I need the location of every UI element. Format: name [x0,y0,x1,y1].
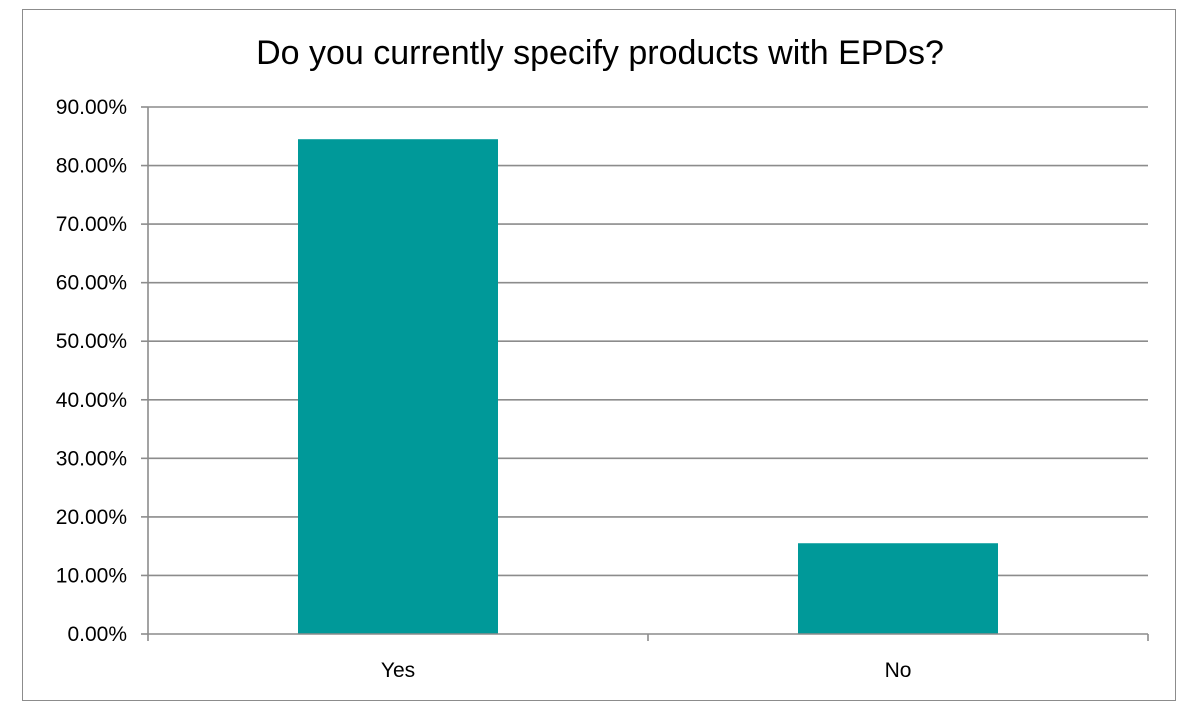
y-tick-label: 0.00% [67,623,127,646]
y-tick-label: 70.00% [56,213,127,236]
y-tick-label: 20.00% [56,506,127,529]
y-tick-label: 60.00% [56,272,127,295]
bar-no [798,543,998,634]
y-tick-label: 40.00% [56,389,127,412]
chart-title: Do you currently specify products with E… [256,34,944,72]
x-category-label: Yes [381,659,415,682]
y-tick-label: 50.00% [56,330,127,353]
bars [298,139,998,634]
x-category-label: No [885,659,912,682]
y-tick-label: 30.00% [56,447,127,470]
y-tick-label: 10.00% [56,564,127,587]
bar-yes [298,139,498,634]
labels: 0.00% 10.00% 20.00% 30.00% 40.00% 50.00% 60.00… [56,96,912,682]
y-tick-label: 90.00% [56,96,127,119]
axes [141,106,1149,641]
y-tick-label: 80.00% [56,155,127,178]
